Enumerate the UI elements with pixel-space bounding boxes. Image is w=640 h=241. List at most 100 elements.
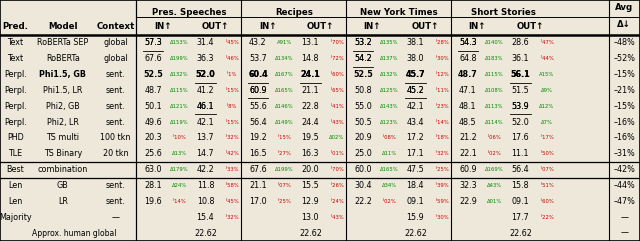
Text: Α15%: Α15%	[539, 72, 554, 77]
Text: 54.2: 54.2	[354, 54, 372, 63]
Text: 49.6: 49.6	[144, 118, 162, 127]
Text: ╵33%: ╵33%	[225, 167, 239, 172]
Text: ╵44%: ╵44%	[539, 56, 554, 61]
Text: 52.5: 52.5	[143, 70, 163, 79]
Text: 46.1: 46.1	[196, 102, 214, 111]
Text: Δ115%: Δ115%	[170, 88, 189, 93]
Text: –47%: –47%	[613, 197, 636, 206]
Text: PHD: PHD	[7, 134, 24, 142]
Text: ╵15%: ╵15%	[224, 120, 239, 125]
Text: 53.2: 53.2	[354, 38, 372, 47]
Text: 45.7: 45.7	[406, 70, 425, 79]
Text: Context: Context	[97, 22, 134, 31]
Text: 09.1: 09.1	[511, 197, 529, 206]
Text: 16.3: 16.3	[301, 149, 319, 158]
Text: 45.2: 45.2	[406, 86, 424, 95]
Text: New York Times: New York Times	[360, 8, 438, 17]
Text: –16%: –16%	[614, 134, 635, 142]
Text: Δ108%: Δ108%	[484, 88, 504, 93]
Text: ╵25%: ╵25%	[434, 167, 449, 172]
Text: Δ169%: Δ169%	[484, 167, 504, 172]
Text: ╵25%: ╵25%	[276, 199, 292, 204]
Text: ╵23%: ╵23%	[435, 104, 449, 109]
Text: 53.2: 53.2	[354, 38, 372, 47]
Text: Δ13%: Δ13%	[172, 151, 187, 156]
Text: Phi2, GB: Phi2, GB	[46, 102, 79, 111]
Text: Avg: Avg	[615, 3, 634, 12]
Text: 100 tkn: 100 tkn	[100, 134, 131, 142]
Text: –48%: –48%	[614, 38, 635, 47]
Text: Δ123%: Δ123%	[380, 120, 398, 125]
Text: 31.4: 31.4	[196, 38, 214, 47]
Text: 20.9: 20.9	[354, 134, 372, 142]
Text: Perpl.: Perpl.	[4, 86, 27, 95]
Text: 17.1: 17.1	[406, 149, 424, 158]
Text: 10.8: 10.8	[196, 197, 214, 206]
Text: 60.9: 60.9	[249, 86, 267, 95]
Text: ╵32%: ╵32%	[225, 215, 239, 220]
Text: 17.2: 17.2	[406, 134, 424, 142]
Text: Δ179%: Δ179%	[170, 167, 189, 172]
Text: 56.4: 56.4	[511, 165, 529, 174]
Text: Δ114%: Δ114%	[484, 120, 504, 125]
Text: 41.2: 41.2	[196, 86, 214, 95]
Text: ╵46%: ╵46%	[224, 56, 239, 61]
Text: 13.7: 13.7	[196, 134, 214, 142]
Text: 24.1: 24.1	[301, 70, 320, 79]
Text: ╵07%: ╵07%	[276, 183, 292, 188]
Text: ╵43%: ╵43%	[330, 120, 344, 125]
Text: IN↑: IN↑	[259, 22, 276, 31]
Text: Δ↓: Δ↓	[618, 20, 631, 29]
Text: 60.9: 60.9	[459, 165, 477, 174]
Text: 55.0: 55.0	[354, 102, 372, 111]
Text: ╵28%: ╵28%	[434, 40, 449, 45]
Text: 19.6: 19.6	[144, 197, 162, 206]
Text: Δ43%: Δ43%	[486, 183, 502, 188]
Text: 57.3: 57.3	[144, 38, 162, 47]
Text: 15.5: 15.5	[301, 181, 319, 190]
Text: 09.1: 09.1	[406, 197, 424, 206]
Text: 38.0: 38.0	[406, 54, 424, 63]
Text: ╵72%: ╵72%	[329, 56, 344, 61]
Text: 25.6: 25.6	[144, 149, 162, 158]
Text: 22.62: 22.62	[299, 228, 322, 238]
Text: 52.0: 52.0	[511, 118, 529, 127]
Text: 17.7: 17.7	[511, 213, 529, 222]
Text: Δ143%: Δ143%	[380, 104, 398, 109]
Text: 50.8: 50.8	[354, 86, 372, 95]
Text: Δ01%: Δ01%	[486, 199, 502, 204]
Text: ╵42%: ╵42%	[224, 151, 239, 156]
Text: 17.6: 17.6	[511, 134, 529, 142]
Text: ╵24%: ╵24%	[329, 199, 344, 204]
Text: 30.4: 30.4	[354, 181, 372, 190]
Text: 20.0: 20.0	[301, 165, 319, 174]
Text: Δ134%: Δ134%	[275, 56, 293, 61]
Text: ╵26%: ╵26%	[329, 183, 344, 188]
Text: 48.7: 48.7	[144, 86, 162, 95]
Text: LR: LR	[58, 197, 68, 206]
Text: 11.8: 11.8	[196, 181, 214, 190]
Text: Δ24%: Δ24%	[172, 183, 187, 188]
Text: 22.62: 22.62	[404, 228, 427, 238]
Text: Pred.: Pred.	[3, 22, 28, 31]
Text: Δ119%: Δ119%	[170, 120, 189, 125]
Text: sent.: sent.	[106, 181, 125, 190]
Text: ╵32%: ╵32%	[435, 151, 449, 156]
Text: ╵32%: ╵32%	[225, 135, 239, 141]
Text: Perpl.: Perpl.	[4, 102, 27, 111]
Text: 47.5: 47.5	[406, 165, 424, 174]
Text: combination: combination	[38, 165, 88, 174]
Text: 24.4: 24.4	[301, 118, 319, 127]
Text: –15%: –15%	[613, 102, 636, 111]
Text: Δ11%: Δ11%	[381, 151, 397, 156]
Text: Δ165%: Δ165%	[380, 167, 399, 172]
Text: IN↑: IN↑	[468, 22, 486, 31]
Text: Δ34%: Δ34%	[381, 183, 397, 188]
Text: 60.0: 60.0	[354, 165, 372, 174]
Text: 28.1: 28.1	[144, 181, 162, 190]
Text: 52.0: 52.0	[196, 70, 215, 79]
Text: Recipes: Recipes	[275, 8, 313, 17]
Text: Δ153%: Δ153%	[170, 40, 188, 45]
Text: OUT↑: OUT↑	[202, 22, 228, 31]
Text: Δ167%: Δ167%	[275, 72, 294, 77]
